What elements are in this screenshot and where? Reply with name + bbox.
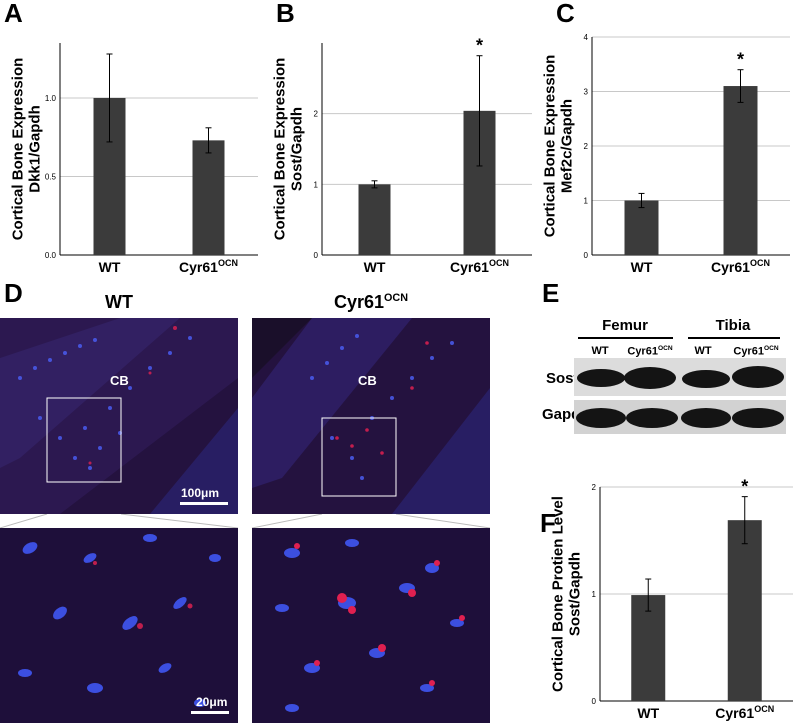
y-tick-label: 1 bbox=[314, 180, 319, 189]
micrograph-wt-zoom: 20μm bbox=[0, 528, 238, 723]
y-tick-label: 4 bbox=[584, 33, 589, 42]
panel-label-f: F bbox=[540, 508, 556, 538]
y-axis-label-line: Cortical Bone Protien Level bbox=[550, 496, 567, 692]
wb-lane-cyr61-2: Cyr61OCN bbox=[733, 345, 779, 358]
y-axis-label-line: Mef2c/Gapdh bbox=[559, 99, 576, 193]
panel-label-b: B bbox=[276, 0, 295, 28]
wb-row-label-sost: Sost bbox=[546, 370, 579, 387]
wb-header-femur: Femur bbox=[602, 317, 648, 334]
bar-cyr61 bbox=[192, 140, 225, 255]
y-axis-label: Cortical Bone Expression Mef2c/Gapdh bbox=[542, 55, 576, 238]
wb-lane-wt-2: WT bbox=[694, 345, 712, 357]
panel-label-e: E bbox=[542, 278, 560, 308]
x-category-label: WT bbox=[99, 259, 121, 275]
chart-sost-mrna: 0 1 2 Cortical Bone Expression Sost/Gapdh WT *… bbox=[272, 36, 532, 275]
bar-wt bbox=[358, 184, 391, 255]
wb-lane-wt-1: WT bbox=[591, 345, 609, 357]
y-axis-label-line: Sost/Gapdh bbox=[289, 107, 306, 191]
cb-label-wt: CB bbox=[110, 373, 129, 388]
x-category-label: Cyr61OCN bbox=[450, 258, 509, 275]
scale-bar-100um bbox=[180, 502, 228, 505]
scale-bar-20um bbox=[191, 711, 229, 714]
bar-wt bbox=[631, 595, 666, 701]
y-axis-label-line: Dkk1/Gapdh bbox=[27, 105, 44, 193]
y-tick-label: 3 bbox=[584, 88, 589, 97]
y-tick-label: 2 bbox=[584, 142, 589, 151]
y-axis-label-line: Sost/Gapdh bbox=[567, 552, 584, 636]
chart-mef2c: 0 1 2 3 4 Cortical Bone Expression Mef2c/Gapdh… bbox=[542, 33, 790, 275]
significance-marker: * bbox=[741, 477, 748, 497]
scale-label-100um: 100μm bbox=[181, 486, 220, 500]
panel-label-a: A bbox=[4, 0, 23, 28]
panel-label-c: C bbox=[556, 0, 575, 28]
y-tick-label: 0 bbox=[314, 251, 319, 260]
x-category-label: WT bbox=[364, 259, 386, 275]
x-category-label: WT bbox=[637, 705, 659, 721]
y-tick-label: 1.0 bbox=[45, 94, 57, 103]
micrograph-wt-overview: CB 100μm bbox=[0, 318, 238, 514]
y-tick-label: 0.5 bbox=[45, 172, 57, 181]
y-tick-label: 2 bbox=[592, 483, 597, 492]
x-category-label: Cyr61OCN bbox=[711, 258, 770, 275]
cb-label-cyr61: CB bbox=[358, 373, 377, 388]
wb-header-tibia: Tibia bbox=[715, 317, 751, 334]
y-tick-label: 1 bbox=[584, 197, 589, 206]
y-axis-label-line: Cortical Bone Expression bbox=[10, 58, 27, 241]
chart-sost-protein: 0 1 2 Cortical Bone Protien Level Sost/Gapdh… bbox=[550, 477, 793, 721]
scale-label-20um: 20μm bbox=[196, 695, 228, 709]
bar-cyr61 bbox=[723, 86, 758, 255]
wb-underline-femur bbox=[578, 337, 673, 339]
significance-marker: * bbox=[737, 50, 744, 70]
micro-col-title-wt: WT bbox=[105, 292, 133, 312]
y-tick-label: 1 bbox=[592, 590, 597, 599]
bar-cyr61 bbox=[727, 520, 762, 701]
panel-label-d: D bbox=[4, 278, 23, 308]
micro-col-title-cyr61: Cyr61OCN bbox=[333, 292, 409, 312]
wb-lane-cyr61-1: Cyr61OCN bbox=[627, 345, 673, 358]
y-tick-label: 2 bbox=[314, 110, 319, 119]
y-axis-label-line: Cortical Bone Expression bbox=[272, 58, 289, 241]
y-tick-label: 0 bbox=[592, 697, 597, 706]
x-category-label: WT bbox=[631, 259, 653, 275]
y-axis-label: Cortical Bone Expression Sost/Gapdh bbox=[272, 58, 306, 241]
bar-wt bbox=[624, 200, 659, 255]
micrograph-cyr61-overview: CB bbox=[252, 318, 490, 514]
micrograph-cyr61-zoom bbox=[252, 528, 490, 723]
significance-marker: * bbox=[476, 36, 483, 56]
western-blot bbox=[574, 358, 786, 434]
y-tick-label: 0.0 bbox=[45, 251, 57, 260]
y-tick-label: 0 bbox=[584, 251, 589, 260]
wb-underline-tibia bbox=[688, 337, 780, 339]
x-category-label: Cyr61OCN bbox=[179, 258, 238, 275]
x-category-label: Cyr61OCN bbox=[715, 704, 774, 721]
y-axis-label-line: Cortical Bone Expression bbox=[542, 55, 559, 238]
y-axis-label: Cortical Bone Protien Level Sost/Gapdh bbox=[550, 496, 584, 692]
zoom-guides bbox=[0, 514, 490, 528]
y-axis-label: Cortical Bone Expression Dkk1/Gapdh bbox=[10, 58, 44, 241]
